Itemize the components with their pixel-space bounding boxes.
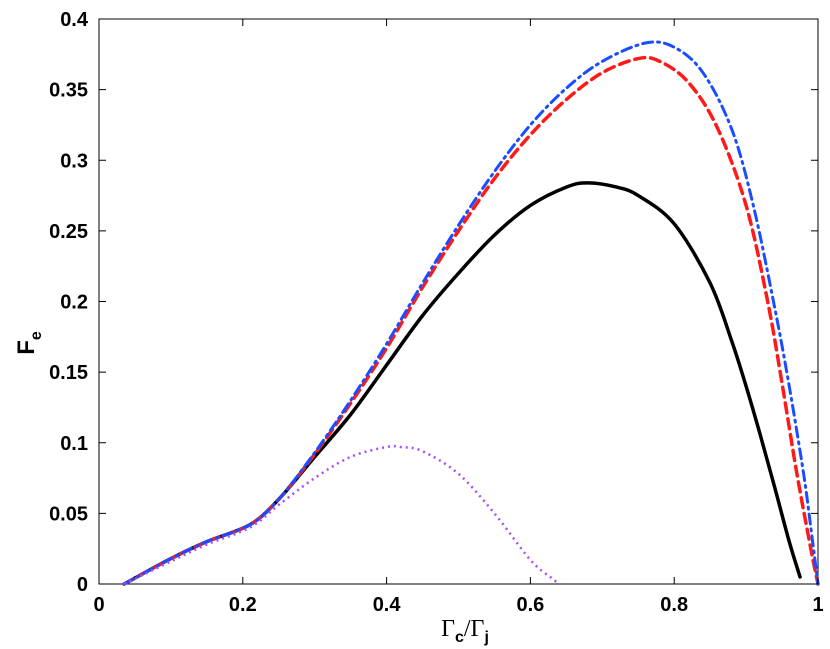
x-axis-label: Γc/Γj	[441, 616, 489, 646]
x-tick-label: 0.4	[373, 594, 402, 616]
x-tick-label: 1	[812, 594, 823, 616]
y-tick-label: 0.05	[49, 503, 88, 525]
y-label-main: F	[13, 340, 40, 355]
y-tick-label: 0	[77, 574, 88, 596]
series-line-solid	[122, 181, 802, 586]
ticks-layer	[98, 18, 819, 585]
series-line-dashdot	[122, 40, 820, 586]
x-tick-labels: 0 0.2 0.4 0.6 0.8 1	[93, 594, 823, 616]
x-label-sep: /Γ	[464, 616, 485, 642]
y-tick-label: 0.1	[60, 433, 88, 455]
series-line-dashed	[122, 55, 820, 586]
series-layer	[122, 40, 820, 586]
y-tick-label: 0.3	[60, 150, 88, 172]
y-tick-label: 0.35	[49, 80, 88, 102]
y-tick-label: 0.4	[60, 9, 89, 31]
y-tick-labels: 0 0.05 0.1 0.15 0.2 0.25 0.3 0.35 0.4	[49, 9, 89, 596]
x-tick-label: 0	[93, 594, 104, 616]
y-tick-label: 0.2	[60, 292, 88, 314]
y-label-sub: e	[28, 331, 45, 340]
y-tick-label: 0.15	[49, 362, 88, 384]
x-label-main: Γ	[441, 616, 455, 642]
x-label-sub2: j	[483, 629, 488, 646]
plot-frame	[98, 18, 819, 585]
x-tick-label: 0.8	[660, 594, 688, 616]
y-tick-label: 0.25	[49, 221, 88, 243]
x-tick-label: 0.6	[516, 594, 544, 616]
plot-area	[98, 18, 819, 585]
x-label-sub1: c	[455, 629, 464, 646]
x-tick-label: 0.2	[229, 594, 257, 616]
series-line-dotted	[123, 444, 560, 586]
y-axis-label: Fe	[13, 331, 45, 355]
